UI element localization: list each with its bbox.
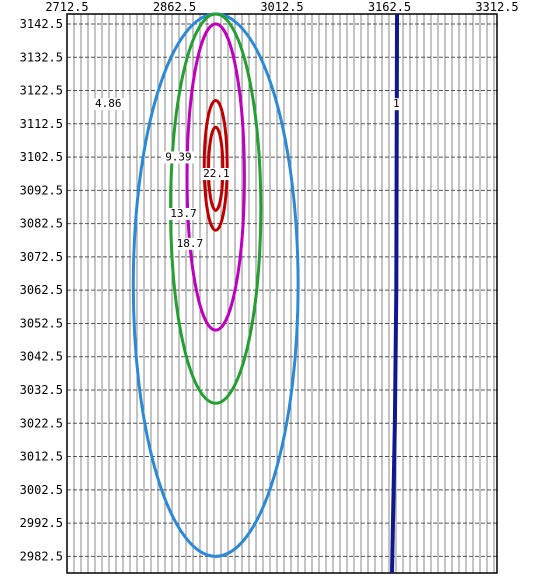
x-tick-label: 3312.5 (475, 0, 518, 14)
contour-line-18.7 (202, 99, 229, 232)
x-tick-label: 2862.5 (153, 0, 196, 14)
contour-label-background (92, 98, 125, 111)
x-tick-label: 3012.5 (260, 0, 303, 14)
vertical-gridlines (73, 14, 495, 573)
x-axis-tick-labels: 2712.5 2862.5 3012.5 3162.5 3312.5 (45, 0, 518, 14)
contour-label: 13.7 (170, 207, 197, 220)
contour-lines (131, 12, 400, 574)
contour-labels: 4.86 1 9.39 22.1 13.7 18.7 (92, 97, 402, 250)
y-tick-label: 3112.5 (20, 117, 63, 131)
horizontal-gridlines (67, 23, 497, 557)
contour-label-background (390, 98, 402, 111)
y-tick-label: 3022.5 (20, 416, 63, 430)
x-tick-label: 2712.5 (45, 0, 88, 14)
y-tick-label: 3122.5 (20, 84, 63, 98)
contour-label: 22.1 (203, 167, 230, 180)
contour-label: 9.39 (165, 150, 192, 163)
y-tick-label: 3032.5 (20, 383, 63, 397)
plot-frame (66, 13, 498, 574)
y-tick-label: 3142.5 (20, 17, 63, 31)
contour-line-1 (390, 13, 400, 574)
y-tick-label: 3102.5 (20, 150, 63, 164)
y-tick-label: 2982.5 (20, 549, 63, 563)
y-tick-label: 2992.5 (20, 516, 63, 530)
y-tick-label: 3062.5 (20, 283, 63, 297)
contour-label-background (162, 151, 195, 164)
contour-label: 4.86 (95, 97, 122, 110)
y-tick-label: 3082.5 (20, 217, 63, 231)
contour-label-background (167, 207, 200, 220)
contour-label: 1 (393, 97, 400, 110)
y-tick-label: 3052.5 (20, 316, 63, 330)
y-tick-label: 3072.5 (20, 250, 63, 264)
y-tick-label: 3002.5 (20, 483, 63, 497)
y-tick-label: 3132.5 (20, 50, 63, 64)
y-tick-label: 3042.5 (20, 350, 63, 364)
contour-label-background (173, 237, 206, 250)
y-axis-tick-labels: 3142.5 3132.5 3122.5 3112.5 3102.5 3092.5 3082… (20, 17, 63, 563)
contour-line-13.7 (185, 22, 246, 332)
contour-label-background (200, 168, 233, 181)
x-tick-label: 3162.5 (368, 0, 411, 14)
y-tick-label: 3092.5 (20, 183, 63, 197)
contour-label: 18.7 (177, 237, 204, 250)
y-tick-label: 3012.5 (20, 450, 63, 464)
